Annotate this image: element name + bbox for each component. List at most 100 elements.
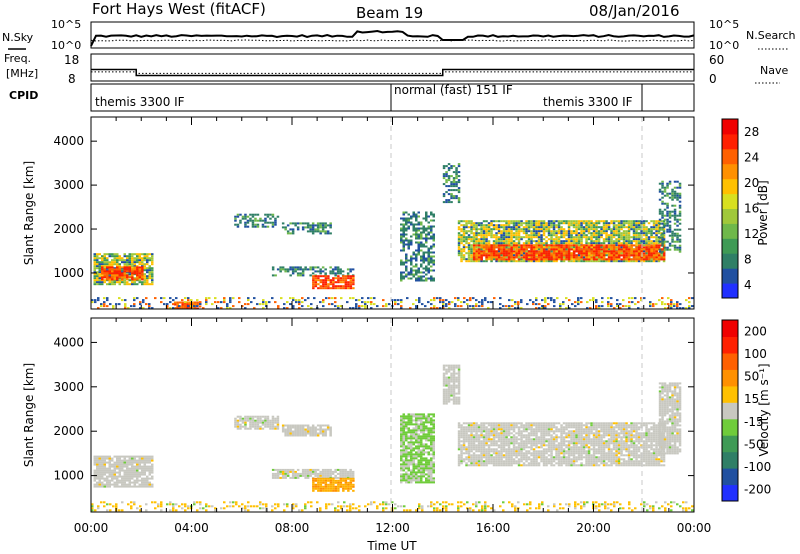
- heatmap-cell: [106, 475, 109, 478]
- heatmap-cell: [562, 232, 566, 235]
- heatmap-cell: [610, 250, 613, 253]
- heatmap-cell: [666, 202, 669, 205]
- heatmap-cell: [577, 234, 581, 237]
- heatmap-cell: [622, 224, 626, 227]
- heatmap-cell: [299, 222, 302, 225]
- heatmap-cell: [234, 425, 237, 428]
- heatmap-cell: [314, 428, 317, 431]
- heatmap-cell: [116, 455, 119, 458]
- heatmap-cell: [106, 257, 109, 260]
- heatmap-cell: [108, 275, 111, 278]
- heatmap-cell: [382, 299, 385, 302]
- heatmap-cell: [646, 503, 649, 506]
- heatmap-cell: [601, 305, 604, 308]
- heatmap-cell: [457, 501, 460, 504]
- heatmap-cell: [547, 509, 550, 512]
- heatmap-cell: [334, 281, 338, 284]
- heatmap-cell: [246, 225, 250, 228]
- heatmap-cell: [339, 268, 342, 271]
- heatmap-cell: [400, 271, 403, 274]
- heatmap-cell: [266, 417, 270, 420]
- heatmap-cell: [291, 434, 295, 437]
- freq-tick-top: 18: [64, 53, 79, 67]
- heatmap-cell: [246, 419, 250, 422]
- heatmap-cell: [637, 260, 641, 263]
- heatmap-cell: [111, 479, 114, 482]
- heatmap-cell: [559, 307, 562, 310]
- heatmap-cell: [415, 277, 418, 280]
- heatmap-cell: [113, 475, 116, 478]
- heatmap-cell: [655, 258, 658, 261]
- heatmap-cell: [577, 503, 580, 506]
- heatmap-cell: [602, 222, 606, 225]
- heatmap-cell: [555, 230, 558, 233]
- heatmap-cell: [106, 263, 109, 266]
- heatmap-cell: [552, 252, 556, 255]
- heatmap-cell: [264, 419, 267, 422]
- heatmap-cell: [309, 470, 312, 473]
- heatmap-cell: [657, 254, 661, 257]
- heatmap-cell: [314, 479, 318, 482]
- heatmap-cell: [98, 265, 101, 268]
- heatmap-cell: [622, 230, 626, 233]
- heatmap-cell: [296, 268, 300, 271]
- heatmap-cell: [527, 238, 531, 241]
- heatmap-cell: [645, 246, 648, 249]
- heatmap-cell: [226, 303, 229, 306]
- heatmap-cell: [625, 240, 628, 243]
- heatmap-cell: [512, 260, 516, 263]
- heatmap-cell: [467, 222, 471, 225]
- heatmap-cell: [565, 240, 568, 243]
- freq-tick-bottom: 8: [68, 72, 76, 86]
- heatmap-cell: [580, 224, 583, 227]
- heatmap-cell: [442, 173, 446, 176]
- heatmap-cell: [334, 470, 337, 473]
- heatmap-cell: [241, 503, 244, 506]
- heatmap-cell: [642, 242, 646, 245]
- heatmap-cell: [436, 507, 439, 510]
- heatmap-cell: [535, 297, 538, 300]
- heatmap-cell: [334, 476, 337, 479]
- beam-label: Beam 19: [356, 4, 423, 22]
- heatmap-cell: [497, 238, 501, 241]
- heatmap-cell: [482, 248, 486, 251]
- heatmap-cell: [472, 236, 476, 239]
- heatmap-cell: [530, 224, 533, 227]
- heatmap-cell: [655, 236, 658, 239]
- heatmap-cell: [336, 472, 340, 475]
- heatmap-cell: [662, 252, 666, 255]
- heatmap-cell: [138, 281, 141, 284]
- heatmap-cell: [259, 503, 262, 506]
- heatmap-cell: [306, 474, 310, 477]
- heatmap-cell: [422, 259, 425, 262]
- heatmap-cell: [312, 285, 315, 288]
- heatmap-cell: [500, 234, 503, 237]
- heatmap-cell: [497, 252, 501, 255]
- heatmap-cell: [565, 503, 568, 506]
- heatmap-cell: [142, 299, 145, 302]
- heatmap-cell: [296, 476, 300, 479]
- heatmap-cell: [400, 279, 403, 282]
- heatmap-cell: [632, 222, 636, 225]
- heatmap-cell: [454, 297, 457, 300]
- heatmap-cell: [555, 220, 558, 223]
- heatmap-cell: [622, 299, 625, 302]
- heatmap-cell: [96, 463, 99, 466]
- heatmap-cell: [118, 473, 121, 476]
- heatmap-cell: [568, 503, 571, 506]
- heatmap-cell: [673, 303, 676, 306]
- heatmap-cell: [103, 483, 106, 486]
- heatmap-cell: [590, 260, 593, 263]
- heatmap-cell: [517, 244, 521, 247]
- heatmap-cell: [319, 426, 322, 429]
- heatmap-cell: [475, 248, 478, 251]
- heatmap-cell: [202, 507, 205, 510]
- heatmap-cell: [274, 507, 277, 510]
- heatmap-cell: [445, 305, 448, 308]
- heatmap-cell: [612, 242, 616, 245]
- heatmap-cell: [512, 222, 516, 225]
- heatmap-cell: [244, 221, 247, 224]
- heatmap-cell: [642, 248, 646, 251]
- heatmap-cell: [113, 473, 116, 476]
- heatmap-cell: [279, 266, 282, 269]
